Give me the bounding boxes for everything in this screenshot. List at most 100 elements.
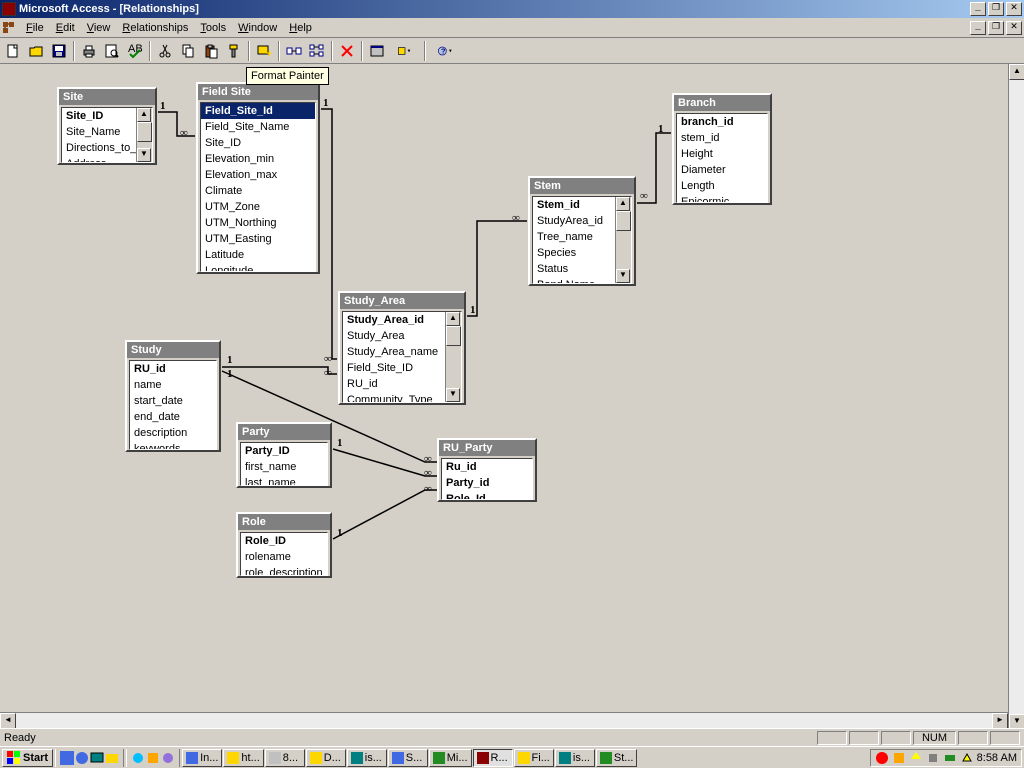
table-party[interactable]: Party Party_IDfirst_namelast_name — [236, 422, 332, 488]
menu-tools[interactable]: Tools — [194, 20, 232, 36]
tray-icon[interactable] — [909, 751, 923, 765]
field-item[interactable]: UTM_Easting — [201, 231, 315, 247]
menu-file[interactable]: File — [20, 20, 50, 36]
save-button[interactable] — [48, 40, 70, 62]
list-scrollbar[interactable]: ▲▼ — [445, 312, 461, 402]
close-button[interactable]: ✕ — [1006, 2, 1022, 16]
field-item[interactable]: Study_Area_id — [343, 312, 461, 328]
ql-icon[interactable] — [146, 751, 160, 765]
table-title[interactable]: Branch — [674, 95, 770, 111]
task-button[interactable]: 8... — [265, 749, 305, 767]
table-title[interactable]: Study_Area — [340, 293, 464, 309]
show-all-button[interactable] — [306, 40, 328, 62]
field-item[interactable]: Study_Area — [343, 328, 461, 344]
delete-button[interactable] — [336, 40, 358, 62]
print-button[interactable] — [78, 40, 100, 62]
task-button[interactable]: In... — [182, 749, 222, 767]
mdi-close-button[interactable]: ✕ — [1006, 21, 1022, 35]
field-item[interactable]: Role_ID — [241, 533, 327, 549]
field-item[interactable]: role_description — [241, 565, 327, 576]
task-button[interactable]: is... — [555, 749, 595, 767]
field-item[interactable]: description — [130, 425, 216, 441]
task-button[interactable]: S... — [388, 749, 428, 767]
scroll-right-button[interactable]: ► — [992, 713, 1008, 729]
table-title[interactable]: RU_Party — [439, 440, 535, 456]
task-button[interactable]: Mi... — [429, 749, 472, 767]
field-item[interactable]: RU_id — [130, 361, 216, 377]
field-item[interactable]: RU_id — [343, 376, 461, 392]
mdi-minimize-button[interactable]: _ — [970, 21, 986, 35]
list-scrollbar[interactable]: ▲▼ — [136, 108, 152, 162]
table-site[interactable]: SiteSite_IDSite_NameDirections_to_SiAddr… — [57, 87, 157, 165]
show-table-button[interactable]: + — [253, 40, 275, 62]
tray-icon[interactable] — [960, 751, 974, 765]
field-item[interactable]: branch_id — [677, 114, 767, 130]
field-item[interactable]: last_name — [241, 475, 327, 486]
field-item[interactable]: name — [130, 377, 216, 393]
field-item[interactable]: first_name — [241, 459, 327, 475]
ql-outlook-icon[interactable] — [60, 751, 74, 765]
field-item[interactable]: end_date — [130, 409, 216, 425]
spelling-button[interactable]: ABC — [124, 40, 146, 62]
print-preview-button[interactable] — [101, 40, 123, 62]
task-button[interactable]: ht... — [223, 749, 263, 767]
relationships-canvas[interactable]: 1 ∞ 1 ∞ 1 ∞ 1 ∞ ∞ 1 1 ∞ 1 ∞ — [0, 64, 1024, 730]
table-fieldsite[interactable]: Field SiteField_Site_IdField_Site_NameSi… — [196, 82, 320, 274]
start-button[interactable]: Start — [2, 749, 53, 767]
ql-folder-icon[interactable] — [105, 751, 119, 765]
restore-button[interactable]: ❐ — [988, 2, 1004, 16]
field-item[interactable]: Field_Site_Name — [201, 119, 315, 135]
scroll-left-button[interactable]: ◄ — [0, 713, 16, 729]
field-item[interactable]: Epicormic — [677, 194, 767, 203]
ql-icon[interactable] — [131, 751, 145, 765]
tray-icon[interactable] — [943, 751, 957, 765]
cut-button[interactable] — [154, 40, 176, 62]
field-item[interactable]: Party_ID — [241, 443, 327, 459]
scroll-up-button[interactable]: ▲ — [1009, 64, 1024, 80]
ql-icon[interactable] — [161, 751, 175, 765]
new-object-button[interactable] — [389, 40, 421, 62]
copy-button[interactable] — [177, 40, 199, 62]
vertical-scrollbar[interactable]: ▲ ▼ — [1008, 64, 1024, 730]
table-studyarea[interactable]: Study_AreaStudy_Area_idStudy_AreaStudy_A… — [338, 291, 466, 405]
format-painter-button[interactable] — [223, 40, 245, 62]
table-title[interactable]: Party — [238, 424, 330, 440]
table-title[interactable]: Stem — [530, 178, 634, 194]
field-item[interactable]: stem_id — [677, 130, 767, 146]
field-item[interactable]: Ru_id — [442, 459, 532, 475]
field-item[interactable]: Height — [677, 146, 767, 162]
paste-button[interactable] — [200, 40, 222, 62]
field-item[interactable]: Longitude — [201, 263, 315, 272]
list-scrollbar[interactable]: ▲▼ — [615, 197, 631, 283]
tray-icon[interactable] — [892, 751, 906, 765]
table-title[interactable]: Study — [127, 342, 219, 358]
field-item[interactable]: Elevation_min — [201, 151, 315, 167]
field-item[interactable]: Diameter — [677, 162, 767, 178]
field-item[interactable]: Study_Area_name — [343, 344, 461, 360]
tray-icon[interactable] — [875, 751, 889, 765]
open-button[interactable] — [25, 40, 47, 62]
ql-desktop-icon[interactable] — [90, 751, 104, 765]
field-item[interactable]: keywords — [130, 441, 216, 450]
show-direct-button[interactable] — [283, 40, 305, 62]
field-item[interactable]: Role_Id — [442, 491, 532, 500]
table-stem[interactable]: StemStem_idStudyArea_idTree_nameSpeciesS… — [528, 176, 636, 286]
menu-help[interactable]: Help — [283, 20, 318, 36]
table-title[interactable]: Role — [238, 514, 330, 530]
field-item[interactable]: start_date — [130, 393, 216, 409]
field-item[interactable]: Site_ID — [201, 135, 315, 151]
menu-edit[interactable]: Edit — [50, 20, 81, 36]
table-title[interactable]: Site — [59, 89, 155, 105]
field-item[interactable]: Field_Site_Id — [201, 103, 315, 119]
table-role[interactable]: RoleRole_IDrolenamerole_description — [236, 512, 332, 578]
task-button[interactable]: St... — [596, 749, 638, 767]
field-item[interactable]: Community_Type — [343, 392, 461, 403]
task-button[interactable]: R... — [473, 749, 513, 767]
table-study[interactable]: Study RU_idnamestart_dateend_datedescript… — [125, 340, 221, 452]
field-item[interactable]: Party_id — [442, 475, 532, 491]
table-ruparty[interactable]: RU_Party Ru_idParty_idRole_Id — [437, 438, 537, 502]
database-window-button[interactable] — [366, 40, 388, 62]
field-item[interactable]: Field_Site_ID — [343, 360, 461, 376]
help-button[interactable]: ? — [429, 40, 461, 62]
field-item[interactable]: Elevation_max — [201, 167, 315, 183]
